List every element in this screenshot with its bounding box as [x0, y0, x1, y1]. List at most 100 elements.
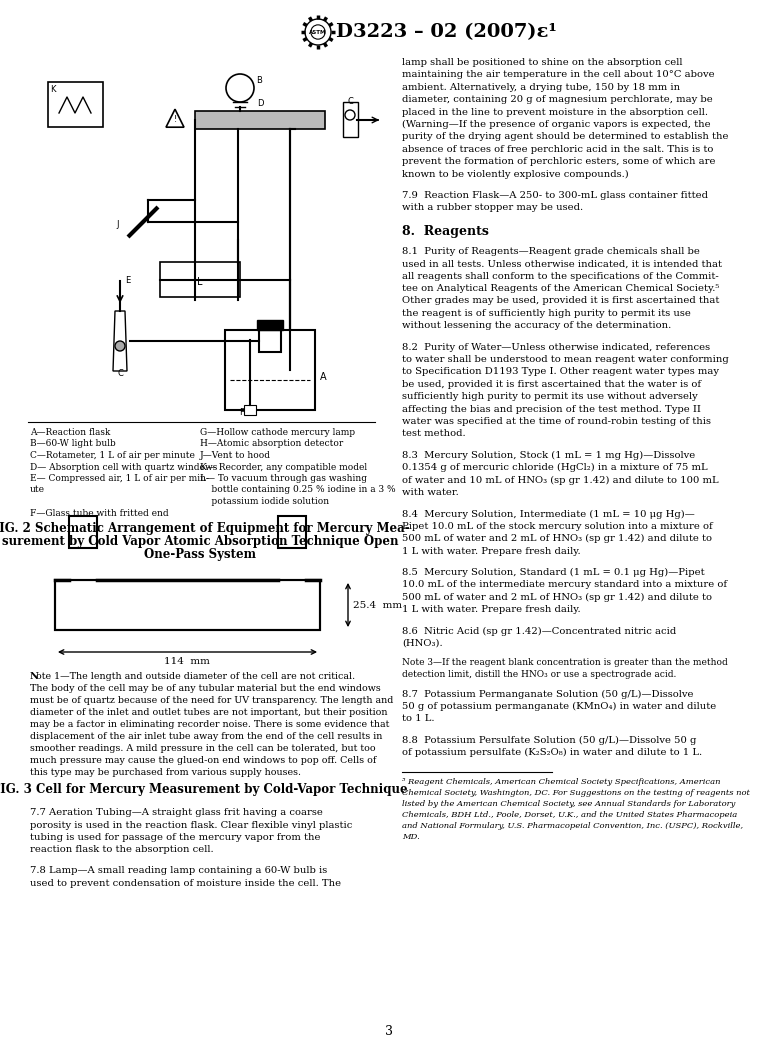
Text: used in all tests. Unless otherwise indicated, it is intended that: used in all tests. Unless otherwise indi… — [402, 259, 722, 269]
Text: FIG. 2 Schematic Arrangement of Equipment for Mercury Mea-: FIG. 2 Schematic Arrangement of Equipmen… — [0, 522, 409, 535]
Bar — [244, 405, 256, 415]
Text: 8.1  Purity of Reagents—Reagent grade chemicals shall be: 8.1 Purity of Reagents—Reagent grade che… — [402, 247, 700, 256]
Text: 7.8 Lamp—A small reading lamp containing a 60-W bulb is: 7.8 Lamp—A small reading lamp containing… — [30, 866, 328, 875]
Text: Note 3—If the reagent blank concentration is greater than the method: Note 3—If the reagent blank concentratio… — [402, 658, 727, 667]
Text: A: A — [320, 372, 327, 382]
Text: this type may be purchased from various supply houses.: this type may be purchased from various … — [30, 768, 301, 777]
Text: with a rubber stopper may be used.: with a rubber stopper may be used. — [402, 203, 584, 212]
Text: !: ! — [173, 116, 177, 125]
Text: sufficiently high purity to permit its use without adversely: sufficiently high purity to permit its u… — [402, 392, 698, 401]
Text: 3: 3 — [385, 1025, 393, 1038]
Text: much pressure may cause the glued-on end windows to pop off. Cells of: much pressure may cause the glued-on end… — [30, 756, 377, 765]
Text: N: N — [30, 672, 39, 681]
Text: absence of traces of free perchloric acid in the salt. This is to: absence of traces of free perchloric aci… — [402, 145, 713, 154]
Text: potassium iodide solution: potassium iodide solution — [200, 497, 329, 506]
Bar — [257, 320, 283, 330]
Text: 8.5  Mercury Solution, Standard (1 mL = 0.1 μg Hg)—Pipet: 8.5 Mercury Solution, Standard (1 mL = 0… — [402, 568, 705, 577]
Text: Chemicals, BDH Ltd., Poole, Dorset, U.K., and the United States Pharmacopeia: Chemicals, BDH Ltd., Poole, Dorset, U.K.… — [402, 811, 738, 819]
Text: tee on Analytical Reagents of the American Chemical Society.⁵: tee on Analytical Reagents of the Americ… — [402, 284, 719, 293]
Text: detection limit, distill the HNO₃ or use a spectrograde acid.: detection limit, distill the HNO₃ or use… — [402, 670, 676, 679]
Circle shape — [115, 341, 125, 351]
Text: The body of the cell may be of any tubular material but the end windows: The body of the cell may be of any tubul… — [30, 684, 380, 693]
Circle shape — [345, 110, 355, 120]
Bar — [225, 330, 315, 410]
Text: without lessening the accuracy of the determination.: without lessening the accuracy of the de… — [402, 322, 671, 330]
Text: J—Vent to hood: J—Vent to hood — [200, 451, 271, 460]
Text: 8.7  Potassium Permanganate Solution (50 g/L)—Dissolve: 8.7 Potassium Permanganate Solution (50 … — [402, 689, 693, 699]
Text: E: E — [125, 276, 130, 285]
Text: B—60-W light bulb: B—60-W light bulb — [30, 439, 116, 449]
Text: ote 1—The length and outside diameter of the cell are not critical.: ote 1—The length and outside diameter of… — [36, 672, 355, 681]
Text: D— Absorption cell with quartz windows: D— Absorption cell with quartz windows — [30, 462, 217, 472]
Text: to Specification D1193 Type I. Other reagent water types may: to Specification D1193 Type I. Other rea… — [402, 367, 719, 377]
Text: 50 g of potassium permanganate (KMnO₄) in water and dilute: 50 g of potassium permanganate (KMnO₄) i… — [402, 702, 717, 711]
Text: 10.0 mL of the intermediate mercury standard into a mixture of: 10.0 mL of the intermediate mercury stan… — [402, 581, 727, 589]
Text: 25.4  mm: 25.4 mm — [353, 601, 402, 609]
Text: C: C — [347, 97, 353, 106]
Text: A—Reaction flask: A—Reaction flask — [30, 428, 110, 437]
Bar — [160, 262, 240, 297]
Text: 8.4  Mercury Solution, Intermediate (1 mL = 10 μg Hg)—: 8.4 Mercury Solution, Intermediate (1 mL… — [402, 509, 695, 518]
Text: MD.: MD. — [402, 834, 420, 841]
Text: be used, provided it is first ascertained that the water is of: be used, provided it is first ascertaine… — [402, 380, 701, 388]
Text: displacement of the air inlet tube away from the end of the cell results in: displacement of the air inlet tube away … — [30, 732, 382, 741]
Text: ASTM: ASTM — [309, 29, 327, 34]
Text: H—Atomic absorption detector: H—Atomic absorption detector — [200, 439, 343, 449]
Text: 500 mL of water and 2 mL of HNO₃ (sp gr 1.42) and dilute to: 500 mL of water and 2 mL of HNO₃ (sp gr … — [402, 534, 712, 543]
Text: surement by Cold Vapor Atomic Absorption Technique Open: surement by Cold Vapor Atomic Absorption… — [2, 535, 398, 548]
Bar — [278, 516, 306, 548]
Text: with water.: with water. — [402, 488, 459, 497]
Text: test method.: test method. — [402, 429, 465, 438]
Text: all reagents shall conform to the specifications of the Commit-: all reagents shall conform to the specif… — [402, 272, 719, 281]
Text: maintaining the air temperature in the cell about 10°C above: maintaining the air temperature in the c… — [402, 71, 715, 79]
Text: 1 L with water. Prepare fresh daily.: 1 L with water. Prepare fresh daily. — [402, 547, 580, 556]
Text: C: C — [117, 369, 123, 378]
Text: tubing is used for passage of the mercury vapor from the: tubing is used for passage of the mercur… — [30, 833, 321, 842]
Text: 8.2  Purity of Water—Unless otherwise indicated, references: 8.2 Purity of Water—Unless otherwise ind… — [402, 342, 710, 352]
Text: One-Pass System: One-Pass System — [144, 548, 256, 561]
Text: C—Rotameter, 1 L of air per minute: C—Rotameter, 1 L of air per minute — [30, 451, 194, 460]
Text: known to be violently explosive compounds.): known to be violently explosive compound… — [402, 170, 629, 179]
Text: listed by the American Chemical Society, see Annual Standards for Laboratory: listed by the American Chemical Society,… — [402, 801, 735, 809]
Text: (HNO₃).: (HNO₃). — [402, 639, 443, 648]
Text: K— Recorder, any compatible model: K— Recorder, any compatible model — [200, 462, 367, 472]
Text: 8.  Reagents: 8. Reagents — [402, 225, 489, 237]
Bar — [48, 82, 103, 127]
Text: ⁵ Reagent Chemicals, American Chemical Society Specifications, American: ⁵ Reagent Chemicals, American Chemical S… — [402, 779, 720, 786]
Text: F—Glass tube with fritted end: F—Glass tube with fritted end — [30, 508, 169, 517]
Text: 1 L with water. Prepare fresh daily.: 1 L with water. Prepare fresh daily. — [402, 605, 580, 614]
Text: diameter, containing 20 g of magnesium perchlorate, may be: diameter, containing 20 g of magnesium p… — [402, 95, 713, 104]
Text: and National Formulary, U.S. Pharmacopeial Convention, Inc. (USPC), Rockville,: and National Formulary, U.S. Pharmacopei… — [402, 822, 743, 831]
Text: porosity is used in the reaction flask. Clear flexible vinyl plastic: porosity is used in the reaction flask. … — [30, 820, 352, 830]
Text: FIG. 3 Cell for Mercury Measurement by Cold-Vapor Technique: FIG. 3 Cell for Mercury Measurement by C… — [0, 783, 408, 796]
Text: smoother readings. A mild pressure in the cell can be tolerated, but too: smoother readings. A mild pressure in th… — [30, 744, 376, 753]
Text: may be a factor in eliminating recorder noise. There is some evidence that: may be a factor in eliminating recorder … — [30, 720, 389, 729]
Text: K: K — [50, 85, 55, 94]
Text: must be of quartz because of the need for UV transparency. The length and: must be of quartz because of the need fo… — [30, 696, 394, 705]
Text: L— To vacuum through gas washing: L— To vacuum through gas washing — [200, 474, 367, 483]
Text: D3223 – 02 (2007)ε¹: D3223 – 02 (2007)ε¹ — [336, 23, 557, 41]
Bar — [69, 516, 97, 548]
Text: prevent the formation of perchloric esters, some of which are: prevent the formation of perchloric este… — [402, 157, 716, 167]
Text: purity of the drying agent should be determined to establish the: purity of the drying agent should be det… — [402, 132, 728, 142]
Text: 8.6  Nitric Acid (sp gr 1.42)—Concentrated nitric acid: 8.6 Nitric Acid (sp gr 1.42)—Concentrate… — [402, 627, 676, 636]
Text: 7.7 Aeration Tubing—A straight glass frit having a coarse: 7.7 Aeration Tubing—A straight glass fri… — [30, 808, 323, 817]
Text: of potassium persulfate (K₂S₂O₈) in water and dilute to 1 L.: of potassium persulfate (K₂S₂O₈) in wate… — [402, 748, 702, 757]
Text: ambient. Alternatively, a drying tube, 150 by 18 mm in: ambient. Alternatively, a drying tube, 1… — [402, 83, 680, 92]
Text: Other grades may be used, provided it is first ascertained that: Other grades may be used, provided it is… — [402, 297, 720, 305]
Text: E— Compressed air, 1 L of air per min-: E— Compressed air, 1 L of air per min- — [30, 474, 209, 483]
Bar — [195, 111, 325, 129]
Text: 8.8  Potassium Persulfate Solution (50 g/L)—Dissolve 50 g: 8.8 Potassium Persulfate Solution (50 g/… — [402, 736, 696, 744]
Text: 8.3  Mercury Solution, Stock (1 mL = 1 mg Hg)—Dissolve: 8.3 Mercury Solution, Stock (1 mL = 1 mg… — [402, 451, 696, 460]
Text: of water and 10 mL of HNO₃ (sp gr 1.42) and dilute to 100 mL: of water and 10 mL of HNO₃ (sp gr 1.42) … — [402, 476, 719, 485]
Text: used to prevent condensation of moisture inside the cell. The: used to prevent condensation of moisture… — [30, 879, 341, 888]
Text: Pipet 10.0 mL of the stock mercury solution into a mixture of: Pipet 10.0 mL of the stock mercury solut… — [402, 522, 713, 531]
Text: water was specified at the time of round-robin testing of this: water was specified at the time of round… — [402, 417, 711, 426]
Text: F: F — [239, 408, 244, 417]
Text: J: J — [116, 220, 118, 229]
Text: diameter of the inlet and outlet tubes are not important, but their position: diameter of the inlet and outlet tubes a… — [30, 708, 387, 717]
Bar — [55, 580, 320, 630]
Text: Chemical Society, Washington, DC. For Suggestions on the testing of reagents not: Chemical Society, Washington, DC. For Su… — [402, 789, 750, 797]
Text: D: D — [257, 99, 263, 108]
Bar — [259, 330, 281, 352]
